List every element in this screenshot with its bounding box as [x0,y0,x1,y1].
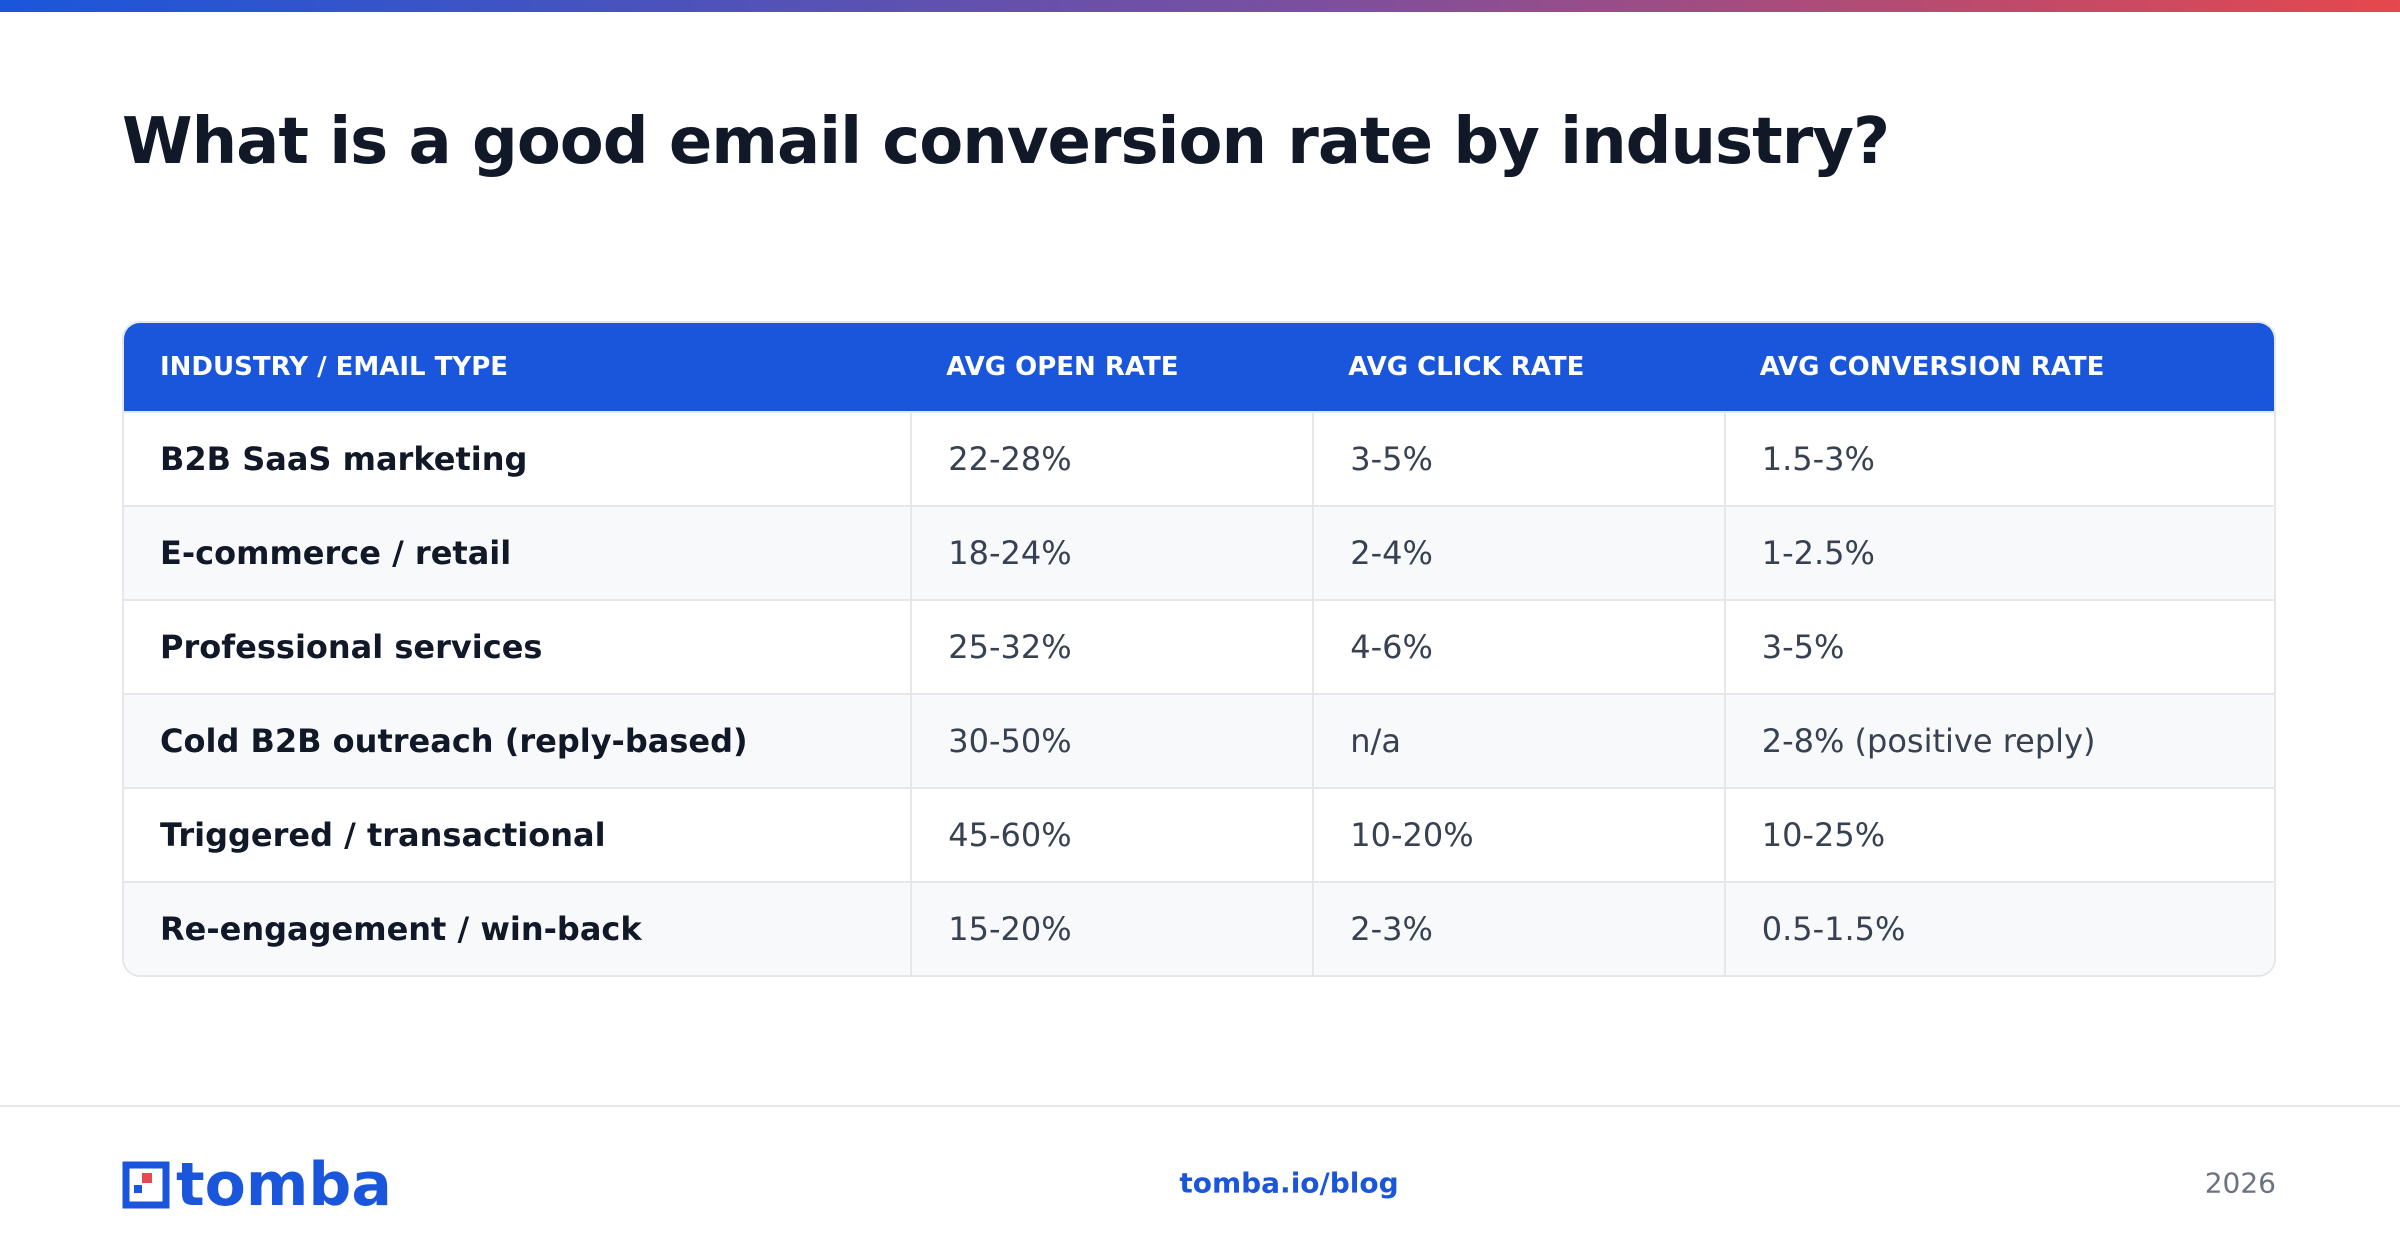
logo-icon [122,1161,170,1209]
table-cell: Re-engagement / win-back [124,881,911,975]
table-row: B2B SaaS marketing 22-28% 3-5% 1.5-3% [124,411,2274,505]
table-cell: B2B SaaS marketing [124,411,911,505]
table-cell: 0.5-1.5% [1723,881,2274,975]
table-cell: 10-25% [1723,787,2274,881]
table-cell: 2-3% [1312,881,1724,975]
column-header: AVG CLICK RATE [1312,323,1724,411]
table-cell: 22-28% [910,411,1313,505]
table-cell: 30-50% [910,693,1313,787]
logo-text: tomba [176,1150,392,1220]
table-cell: 18-24% [910,505,1313,599]
table-cell: 3-5% [1312,411,1724,505]
table-row: Triggered / transactional 45-60% 10-20% 10-… [124,787,2274,881]
table-cell: 45-60% [910,787,1313,881]
table-cell: E-commerce / retail [124,505,911,599]
accent-bar [0,0,2400,12]
table-row: Cold B2B outreach (reply-based) 30-50% n/a… [124,693,2274,787]
table-cell: 2-8% (positive reply) [1723,693,2274,787]
table-cell: 10-20% [1312,787,1724,881]
table-row: E-commerce / retail 18-24% 2-4% 1-2.5% [124,505,2274,599]
table-cell: 2-4% [1312,505,1724,599]
table-cell: 4-6% [1312,599,1724,693]
table-cell: 1-2.5% [1723,505,2274,599]
table-body: B2B SaaS marketing 22-28% 3-5% 1.5-3% E-comm… [124,411,2274,975]
table: INDUSTRY / EMAIL TYPE AVG OPEN RATE AVG CL… [122,321,2276,977]
header-row: INDUSTRY / EMAIL TYPE AVG OPEN RATE AVG CL… [124,323,2274,411]
footer-year: 2026 [2204,1166,2276,1200]
divider [0,1105,2400,1107]
table-cell: n/a [1312,693,1724,787]
column-header: AVG CONVERSION RATE [1723,323,2274,411]
table-cell: Triggered / transactional [124,787,911,881]
column-header: INDUSTRY / EMAIL TYPE [124,323,911,411]
table-cell: 3-5% [1723,599,2274,693]
title: What is a good email conversion rate by … [122,105,1890,179]
footer-link[interactable]: tomba.io/blog [1179,1166,1399,1200]
table-cell: 25-32% [910,599,1313,693]
table-row: Re-engagement / win-back 15-20% 2-3% 0.5-1.… [124,881,2274,975]
table-cell: 15-20% [910,881,1313,975]
table-cell: Cold B2B outreach (reply-based) [124,693,911,787]
column-header: AVG OPEN RATE [910,323,1313,411]
logo: tomba [122,1155,392,1215]
table-cell: Professional services [124,599,911,693]
table-row: Professional services 25-32% 4-6% 3-5% [124,599,2274,693]
table-cell: 1.5-3% [1723,411,2274,505]
